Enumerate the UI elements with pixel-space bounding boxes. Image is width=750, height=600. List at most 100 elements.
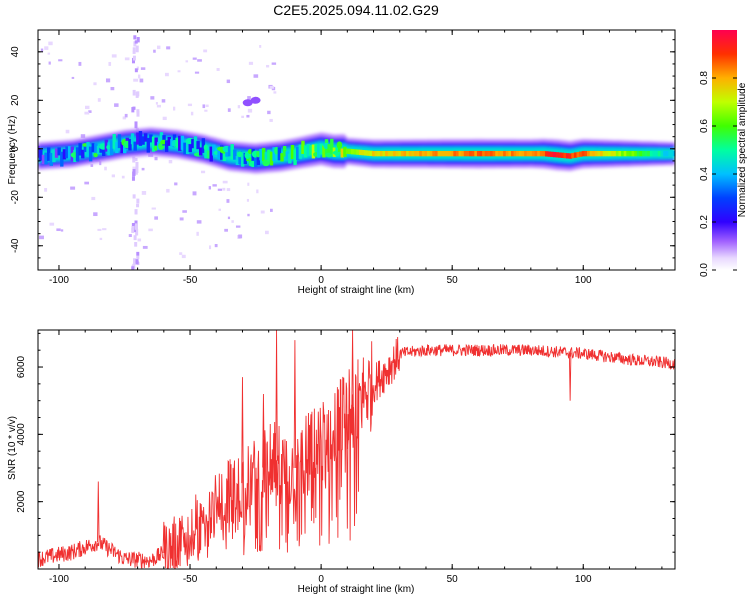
speckle-mark [114,103,119,107]
ridge-cell [298,144,303,159]
ridge-cell [141,136,145,145]
speckle-mark [246,198,250,202]
speckle-mark [154,156,158,161]
speckle-mark [132,166,138,170]
ridge-cell [495,150,499,157]
speckle-mark [269,85,274,89]
ridge-cell [267,149,271,162]
ridge-cell [631,150,635,157]
ridge-cell [398,150,402,157]
ridge-cell [463,150,468,157]
speckle-mark [150,96,155,100]
ridge-cell [647,150,651,157]
ridge-cell [639,150,643,157]
ridge-cell [542,150,546,157]
speckle-mark [124,57,130,61]
speckle-mark [208,186,212,190]
speckle-mark [177,70,181,73]
ridge-cell [185,141,190,155]
ridge-cell [91,143,95,153]
ridge-cell [319,143,324,155]
ridge-cell [272,147,276,162]
speckle-mark [194,71,200,74]
ridge-cell [309,145,313,156]
ridge-cell [440,150,444,157]
speckle-mark [97,98,101,102]
ridge-cell [230,144,234,160]
speckle-mark [47,52,51,55]
speckle-mark [99,161,102,166]
speckle-mark [266,64,270,68]
speckle-mark [133,78,139,82]
snr-panel: -100 -50 0 50 100 2000 4000 6000 Height of str… [7,329,676,595]
interference-mark [132,47,136,52]
ridge-cell [400,150,405,157]
interference-mark [134,168,138,175]
ridge-cell [96,145,101,154]
ridge-cell [115,141,119,154]
ridge-cell [657,150,662,157]
speckle-mark [247,108,253,113]
speckle-mark [124,113,128,118]
speckle-mark [181,254,186,259]
ridge-cell [296,147,300,161]
ridge-cluster [256,150,261,158]
y-tick-label: 6000 [16,355,27,378]
ridge-cell [233,149,237,160]
speckle-mark [197,59,202,62]
ridge-cell [164,140,169,152]
ridge-cell [222,152,227,161]
speckle-mark [48,61,51,65]
speckle-mark [201,170,206,174]
spectrogram-y-label: Frequency (Hz) [7,116,18,185]
speckle-mark [156,104,162,108]
interference-mark [132,50,136,54]
ridge-cell [644,150,649,157]
speckle-mark [58,59,63,62]
colorbar-tick-label: 0.6 [699,119,710,133]
speckle-mark [204,109,208,112]
x-tick-label: 0 [318,275,324,286]
ridge-cell [537,150,541,157]
speckle-mark [226,199,230,203]
speckle-mark [190,111,194,116]
speckle-mark [141,191,147,195]
speckle-mark [174,182,178,186]
ridge-cell [356,149,360,155]
speckle-mark [246,114,250,118]
ridge-cell [343,146,347,157]
ridge-cell [259,148,263,161]
interference-mark [132,156,136,163]
ridge-cell [261,147,266,162]
ridge-cell [534,150,538,157]
speckle-mark [203,49,208,53]
ridge-cell [390,150,394,157]
ridge-cell [382,150,386,157]
speckle-mark [270,208,273,212]
x-tick-label: -100 [49,275,69,286]
speckle-mark [222,180,228,184]
speckle-mark [168,159,173,164]
ridge-cell [374,150,379,157]
speckle-mark [247,213,250,217]
ridge-cell [453,150,457,157]
ridge-cell [395,150,400,157]
interference-mark [134,220,138,225]
ridge-cell [351,149,355,155]
speckle-mark [185,60,189,63]
ridge-cell [57,147,61,156]
speckle-mark [71,76,75,79]
ridge-cell [592,150,596,157]
speckle-mark [227,216,231,220]
speckle-mark [40,48,44,52]
speckle-mark [269,118,273,122]
ridge-cell [117,134,122,149]
ridge-cell [175,137,179,148]
speckle-mark [216,68,220,71]
interference-mark [134,209,138,215]
ridge-cell [487,150,491,157]
ridge-cell [353,149,358,155]
ridge-cell [75,147,80,162]
interference-mark [133,258,137,265]
ridge-cell [387,150,392,157]
